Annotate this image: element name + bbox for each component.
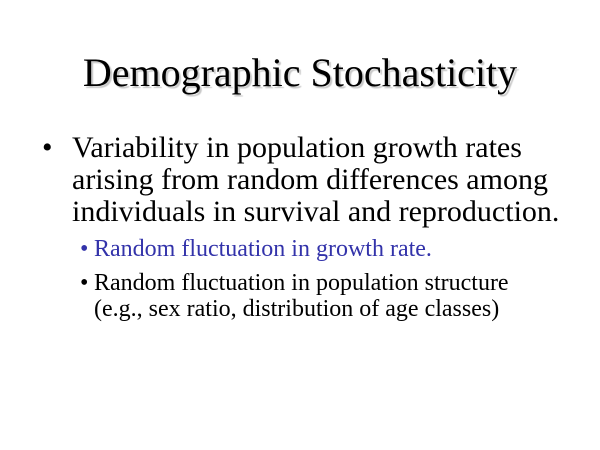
bullet-main-line-3: individuals in survival and reproduction… (72, 195, 560, 228)
bullet-dot-icon: • (80, 236, 89, 262)
bullet-sub-1: • Random fluctuation in growth rate. (80, 236, 562, 262)
bullet-sub-2: • Random fluctuation in population struc… (80, 270, 562, 322)
slide-title: Demographic Stochasticity (82, 50, 518, 95)
slide-body: • Variability in population growth rates… (42, 132, 562, 323)
bullet-sub-2-line-1: Random fluctuation in population structu… (94, 270, 509, 296)
bullet-main-text: Variability in population growth rates a… (72, 132, 559, 228)
bullet-sub-1-line-1: Random fluctuation in growth rate. (94, 236, 432, 262)
bullet-sub-2-line-2: (e.g., sex ratio, distribution of age cl… (94, 296, 500, 322)
bullet-dot-icon: • (80, 270, 89, 296)
bullet-dot-icon: • (42, 131, 53, 164)
bullet-main-line-1: Variability in population growth rates (72, 131, 522, 164)
bullet-main-line-2: arising from random differences among (72, 163, 548, 196)
bullet-sub-2-text: Random fluctuation in population structu… (94, 270, 509, 322)
bullet-main: • Variability in population growth rates… (42, 132, 562, 228)
bullet-sub-1-text: Random fluctuation in growth rate. (94, 236, 432, 262)
